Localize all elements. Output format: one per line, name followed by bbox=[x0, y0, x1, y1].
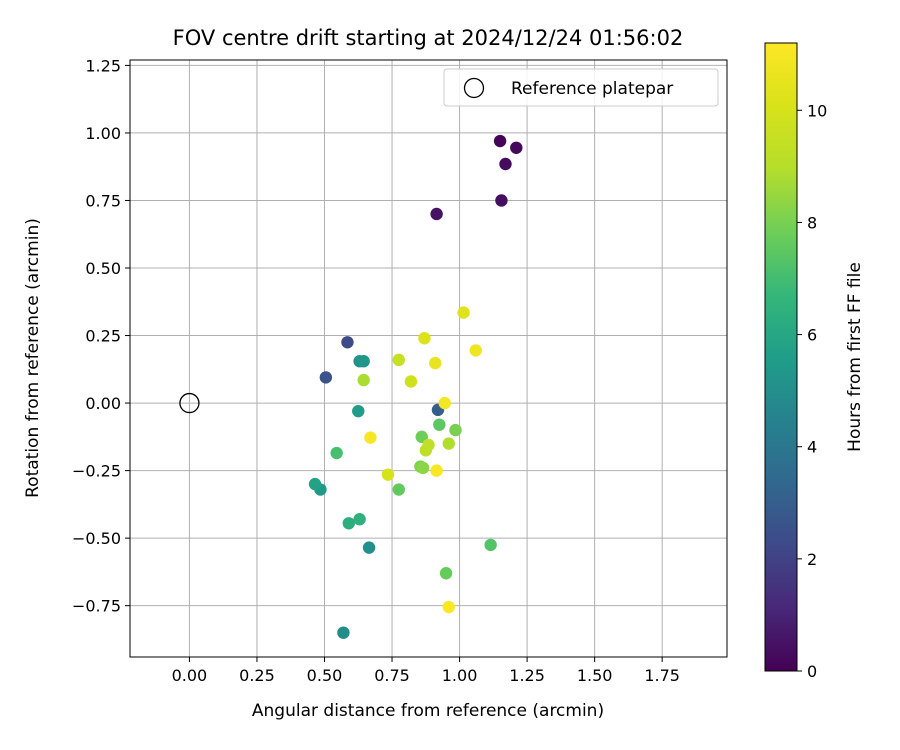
data-point bbox=[493, 134, 507, 148]
data-point bbox=[422, 438, 435, 452]
x-tick-label: 0.50 bbox=[307, 666, 343, 685]
data-point bbox=[337, 626, 350, 639]
legend-entry-reference: Reference platepar bbox=[511, 79, 673, 99]
data-point bbox=[404, 375, 418, 388]
data-point bbox=[330, 446, 343, 460]
reference-marker-layer bbox=[179, 392, 200, 414]
colorbar: 0 2 4 6 8 10 Hours from first FF file bbox=[764, 42, 865, 681]
data-point bbox=[442, 437, 455, 450]
y-tick-label: 0.25 bbox=[85, 327, 121, 346]
data-point bbox=[353, 513, 366, 526]
data-point bbox=[392, 483, 405, 496]
legend-box bbox=[443, 68, 719, 107]
data-point bbox=[364, 431, 377, 444]
data-point bbox=[418, 332, 431, 345]
colorbar-tick-label: 10 bbox=[807, 101, 827, 120]
data-point bbox=[495, 194, 508, 207]
data-point bbox=[308, 477, 322, 491]
colorbar-tick-label: 0 bbox=[807, 662, 817, 681]
data-point bbox=[392, 353, 405, 367]
colorbar-gradient bbox=[764, 42, 798, 672]
x-tick-label: 1.25 bbox=[509, 666, 545, 685]
data-point bbox=[429, 356, 442, 370]
x-tick-label: 0.00 bbox=[172, 666, 208, 685]
data-point bbox=[469, 344, 482, 357]
x-ticks: 0.00 0.25 0.50 0.75 1.00 1.25 1.50 1.75 bbox=[172, 657, 680, 685]
colorbar-tick-label: 4 bbox=[807, 438, 817, 457]
colorbar-tick-label: 8 bbox=[807, 213, 817, 232]
colorbar-label: Hours from first FF file bbox=[845, 262, 865, 452]
data-point bbox=[439, 567, 453, 580]
data-point bbox=[352, 404, 365, 418]
y-axis-label: Rotation from reference (arcmin) bbox=[23, 218, 43, 498]
data-point bbox=[416, 461, 430, 475]
x-tick-label: 0.75 bbox=[374, 666, 410, 685]
data-point bbox=[357, 355, 370, 368]
chart-title: FOV centre drift starting at 2024/12/24 … bbox=[173, 26, 684, 50]
colorbar-tick-label: 2 bbox=[807, 550, 817, 569]
colorbar-tick-label: 6 bbox=[807, 326, 817, 345]
y-ticks: −0.75 −0.50 −0.25 0.00 0.25 0.50 0.75 1.00 1.25 bbox=[72, 56, 130, 616]
x-axis-label: Angular distance from reference (arcmin) bbox=[252, 701, 604, 721]
y-tick-label: −0.50 bbox=[72, 529, 121, 548]
y-tick-label: 0.75 bbox=[85, 191, 121, 210]
data-point bbox=[430, 207, 443, 221]
y-tick-label: 1.25 bbox=[85, 56, 121, 75]
data-point bbox=[430, 464, 443, 477]
y-tick-label: −0.75 bbox=[72, 597, 121, 616]
data-point bbox=[438, 396, 451, 410]
colorbar-ticks: 0 2 4 6 8 10 bbox=[797, 101, 827, 681]
reference-point-marker bbox=[179, 392, 200, 414]
legend-marker-open-circle bbox=[463, 77, 485, 99]
data-point bbox=[362, 541, 376, 554]
data-point bbox=[442, 600, 455, 614]
x-tick-label: 1.75 bbox=[644, 666, 680, 685]
legend: Reference platepar bbox=[443, 68, 719, 107]
data-point bbox=[499, 157, 512, 171]
data-points bbox=[308, 134, 523, 639]
plot-frame bbox=[129, 59, 728, 658]
grid-lines bbox=[130, 60, 727, 657]
data-point bbox=[449, 423, 462, 437]
data-point bbox=[457, 306, 470, 319]
y-tick-label: −0.25 bbox=[72, 462, 121, 481]
x-tick-label: 0.25 bbox=[239, 666, 275, 685]
data-point bbox=[319, 371, 333, 384]
data-point bbox=[341, 336, 354, 349]
data-point bbox=[342, 517, 356, 530]
x-tick-label: 1.50 bbox=[577, 666, 613, 685]
data-point bbox=[484, 538, 497, 552]
y-tick-label: 0.00 bbox=[85, 394, 121, 413]
data-point bbox=[381, 468, 395, 481]
y-tick-label: 0.50 bbox=[85, 259, 121, 278]
x-tick-label: 1.00 bbox=[442, 666, 478, 685]
y-tick-label: 1.00 bbox=[85, 124, 121, 143]
data-point bbox=[357, 373, 370, 387]
data-point bbox=[510, 141, 523, 154]
data-point bbox=[433, 418, 446, 431]
